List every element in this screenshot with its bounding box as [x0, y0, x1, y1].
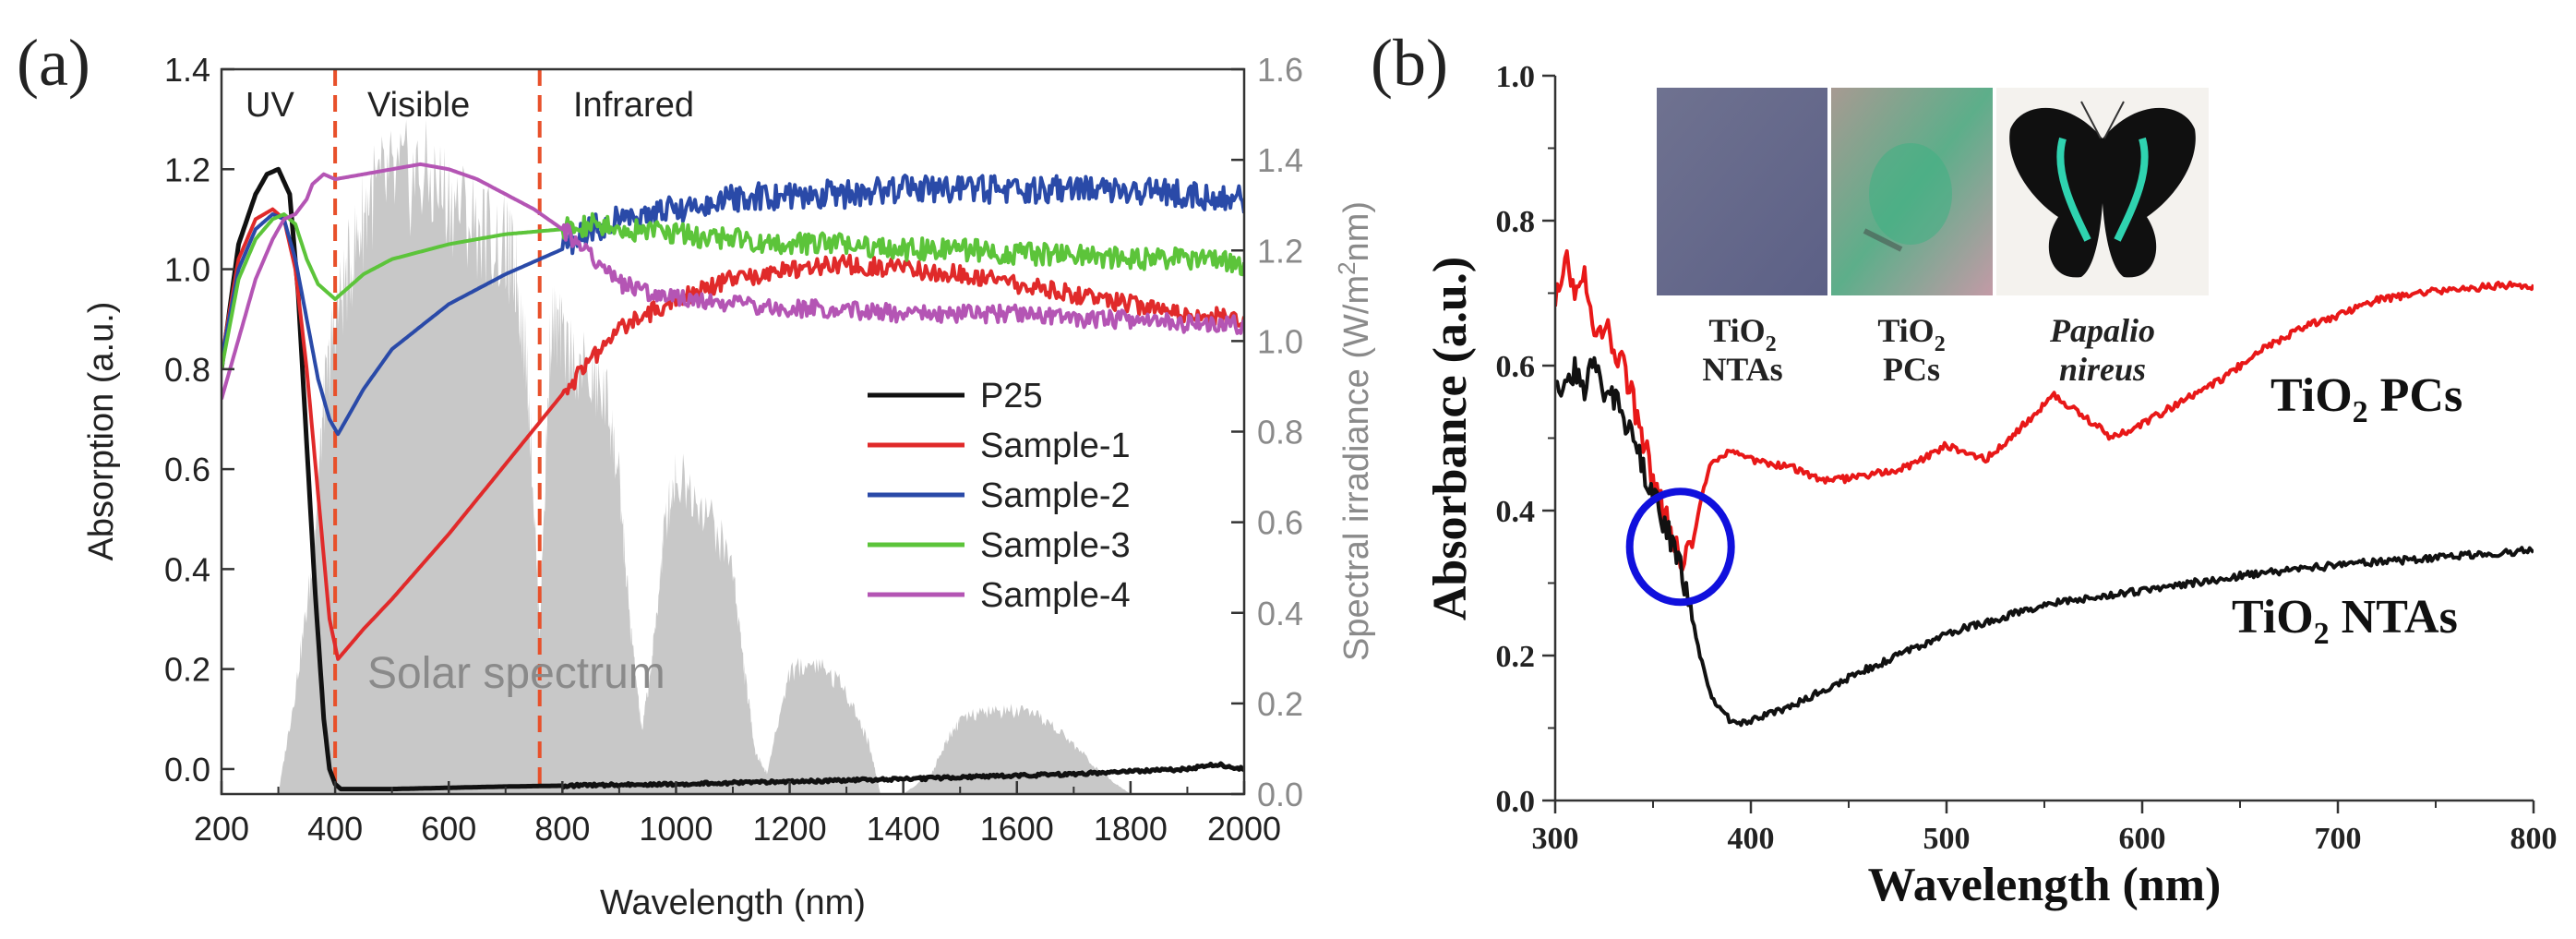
panel-a-label: (a)	[17, 26, 90, 100]
x-tick-label-a: 1400	[867, 810, 941, 848]
x-axis-label-a: Wavelength (nm)	[600, 884, 866, 922]
series-sample-3	[222, 211, 1244, 370]
x-axis-label-b: Wavelength (nm)	[1868, 859, 2222, 911]
series-label-tio2-ntas: TiO2 NTAs	[2232, 591, 2458, 651]
x-tick-label-a: 1200	[753, 810, 827, 848]
legend-label-sample-3: Sample-3	[980, 526, 1131, 565]
svg-text:NTAs: NTAs	[1702, 351, 1782, 388]
y2-axis-label-a: Spectral irradiance (W/m2nm)	[1333, 201, 1376, 661]
legend-label-sample-2: Sample-2	[980, 476, 1131, 515]
inset-caption-pcs: TiO2 PCs	[1877, 312, 1945, 388]
y-tick-label-a: 0.8	[164, 351, 210, 389]
y-tick-label-b: 0.4	[1496, 495, 1536, 529]
y2-tick-label-a: 1.4	[1257, 141, 1303, 179]
region-label-visible: Visible	[367, 86, 470, 125]
y-tick-label-b: 0.8	[1496, 205, 1536, 239]
y2-tick-label-a: 0.0	[1257, 776, 1303, 813]
series-sample-2	[222, 174, 1244, 437]
y-tick-label-a: 0.2	[164, 651, 210, 689]
legend-label-sample-4: Sample-4	[980, 576, 1131, 615]
series-sample-4	[222, 162, 1244, 400]
x-tick-label-b: 800	[2510, 822, 2558, 856]
x-tick-label-a: 2000	[1207, 810, 1281, 848]
solar-spectrum-area	[278, 119, 1131, 794]
inset-photo-ntas	[1657, 88, 1827, 295]
y2-tick-label-a: 0.4	[1257, 595, 1303, 632]
series-label-tio2-pcs: TiO2 PCs	[2270, 369, 2462, 429]
y-tick-label-a: 0.0	[164, 751, 210, 789]
absorbance-series	[1555, 248, 2534, 728]
x-tick-label-a: 1000	[639, 810, 713, 848]
y-tick-label-a: 1.0	[164, 251, 210, 289]
x-tick-label-a: 800	[534, 810, 590, 848]
y2-tick-label-a: 0.6	[1257, 504, 1303, 542]
x-tick-label-b: 600	[2119, 822, 2166, 856]
y2-tick-label-a: 0.8	[1257, 414, 1303, 451]
x-tick-label-a: 1600	[980, 810, 1054, 848]
x-tick-label-a: 200	[194, 810, 249, 848]
svg-text:PCs: PCs	[1883, 351, 1940, 388]
svg-text:nireus: nireus	[2059, 351, 2146, 388]
legend-a: P25 Sample-1 Sample-2 Sample-3 Sample-4	[868, 377, 1131, 615]
x-tick-label-a: 400	[307, 810, 363, 848]
series-tio2-pcs	[1555, 248, 2534, 572]
panel-a: (a) 200 400 600 800 1000 1200 1400 1600 1800 2000…	[17, 26, 1376, 922]
svg-text:Papalio: Papalio	[2049, 312, 2155, 349]
panel-b-label: (b)	[1371, 26, 1448, 100]
legend-label-sample-1: Sample-1	[980, 427, 1131, 465]
x-axis-ticks-b: 300 400 500 600 700 800	[1532, 801, 2558, 856]
y-axis-label-b: Absorbance (a.u.)	[1424, 257, 1477, 620]
highlight-circle	[1625, 488, 1735, 607]
solar-spectrum-label: Solar spectrum	[367, 649, 665, 698]
inset-caption-butterfly: Papalio nireus	[2049, 312, 2155, 388]
x-axis-ticks-a: 200 400 600 800 1000 1200 1400 1600 1800 2000	[194, 781, 1281, 848]
y2-tick-label-a: 1.6	[1257, 51, 1303, 89]
solar-spectrum-fill	[278, 119, 1131, 794]
y2-tick-label-a: 1.0	[1257, 322, 1303, 360]
y-tick-label-b: 1.0	[1496, 60, 1536, 94]
y-tick-label-a: 0.6	[164, 451, 210, 488]
region-label-uv: UV	[246, 86, 294, 125]
y2-axis-ticks-a: 0.0 0.2 0.4 0.6 0.8 1.0 1.2 1.4 1.6	[1231, 51, 1303, 813]
x-tick-label-b: 700	[2315, 822, 2362, 856]
x-tick-label-b: 500	[1923, 822, 1971, 856]
y-tick-label-a: 1.4	[164, 51, 210, 89]
y-tick-label-a: 1.2	[164, 150, 210, 188]
y2-tick-label-a: 1.2	[1257, 232, 1303, 270]
y-axis-ticks-b: 0.0 0.2 0.4 0.6 0.8 1.0	[1496, 60, 1555, 819]
series-tio2-ntas	[1555, 355, 2534, 728]
svg-text:TiO2: TiO2	[1708, 312, 1776, 356]
x-tick-label-a: 600	[421, 810, 476, 848]
panel-b: (b) 300 400 500 600 700 800 0.0 0.2 0.4 0.6 0.8 1.…	[1371, 26, 2558, 911]
x-tick-label-b: 300	[1532, 822, 1579, 856]
series-sample-1	[222, 207, 1244, 661]
y-axis-label-a: Absorption (a.u.)	[82, 302, 121, 561]
y-tick-label-a: 0.4	[164, 550, 210, 588]
legend-label-p25: P25	[980, 377, 1043, 415]
inset-photo-pcs	[1831, 88, 1993, 295]
y-axis-ticks-a: 0.0 0.2 0.4 0.6 0.8 1.0 1.2 1.4	[164, 51, 234, 789]
inset-caption-ntas: TiO2 NTAs	[1702, 312, 1782, 388]
svg-text:TiO2: TiO2	[1877, 312, 1945, 356]
x-tick-label-b: 400	[1728, 822, 1775, 856]
region-label-infrared: Infrared	[573, 86, 694, 125]
inset-photo-butterfly	[1996, 88, 2209, 295]
y-tick-label-b: 0.0	[1496, 785, 1536, 819]
x-tick-label-a: 1800	[1094, 810, 1168, 848]
y-tick-label-b: 0.6	[1496, 350, 1536, 384]
y2-tick-label-a: 0.2	[1257, 685, 1303, 723]
y-tick-label-b: 0.2	[1496, 640, 1536, 674]
